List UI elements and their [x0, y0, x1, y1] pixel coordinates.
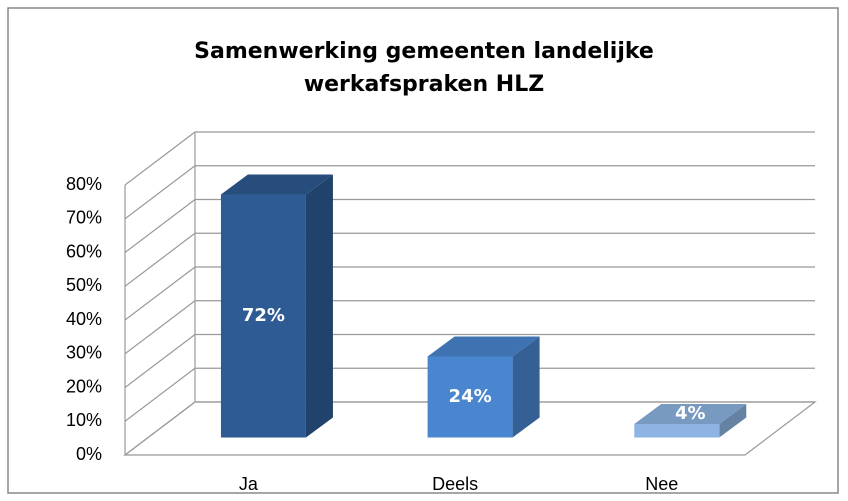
grid-line — [124, 367, 815, 422]
grid-line — [124, 165, 815, 220]
bar-side — [512, 336, 540, 438]
grid-line — [124, 401, 815, 456]
x-tick-label: Nee — [645, 474, 678, 494]
y-tick-label: 0% — [76, 444, 102, 464]
y-tick-label: 60% — [66, 241, 102, 261]
chart-title: werkafspraken HLZ — [304, 72, 544, 97]
x-tick-label: Ja — [239, 474, 259, 494]
bar-top — [220, 174, 333, 195]
grid-line — [124, 232, 815, 287]
bar-side — [719, 404, 747, 438]
y-tick-label: 20% — [66, 376, 102, 396]
value-label: 4% — [675, 403, 706, 424]
grid-line — [124, 333, 815, 388]
y-tick-label: 70% — [66, 208, 102, 228]
bar — [220, 194, 306, 438]
grid-line — [124, 300, 815, 355]
bar-side — [305, 174, 333, 438]
y-tick-label: 10% — [66, 410, 102, 430]
x-tick-label: Deels — [432, 474, 478, 494]
grid-line — [124, 266, 815, 321]
value-label: 72% — [242, 305, 285, 326]
y-tick-label: 50% — [66, 275, 102, 295]
value-label: 24% — [449, 386, 492, 407]
y-tick-label: 80% — [66, 174, 102, 194]
y-tick-label: 30% — [66, 343, 102, 363]
bar-top — [427, 336, 540, 357]
bar-top — [634, 404, 747, 425]
bar — [634, 424, 720, 438]
y-tick-label: 40% — [66, 309, 102, 329]
chart-title: Samenwerking gemeenten landelijke — [194, 39, 654, 64]
bar — [427, 356, 513, 438]
grid-line — [124, 198, 815, 253]
grid-line — [124, 131, 815, 186]
